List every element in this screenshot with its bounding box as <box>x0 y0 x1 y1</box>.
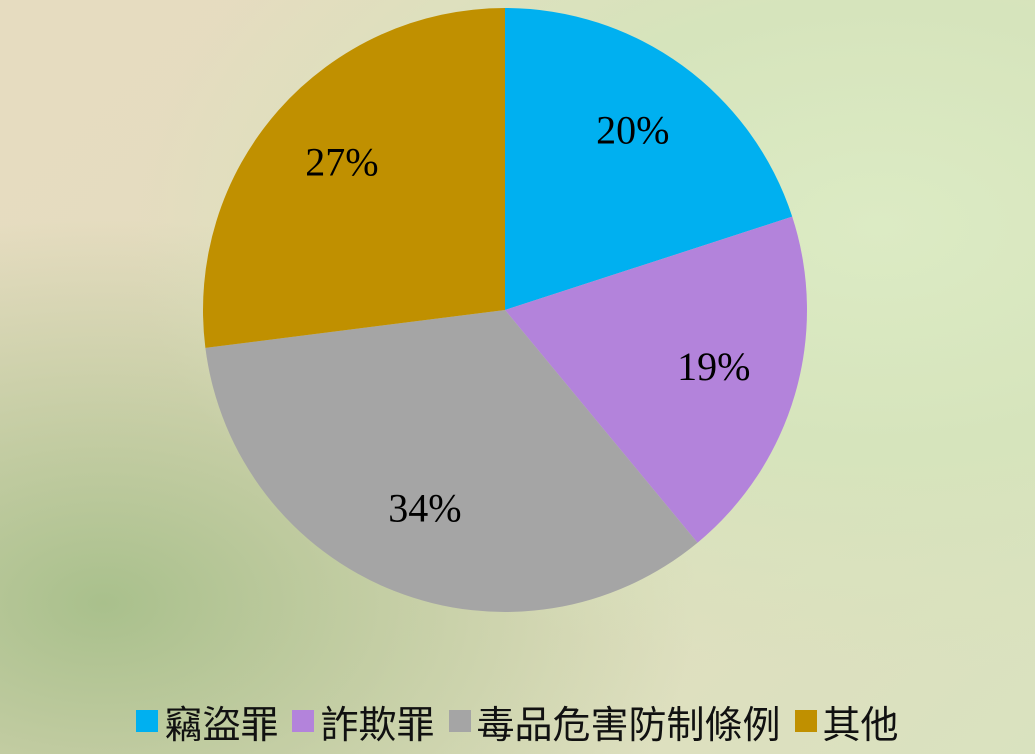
legend-item: 詐欺罪 <box>292 694 435 749</box>
data-label: 27% <box>305 139 378 184</box>
legend-swatch <box>794 710 817 732</box>
legend-swatch <box>292 710 315 732</box>
pie-slice <box>205 310 698 613</box>
data-label: 19% <box>677 344 750 389</box>
data-label: 34% <box>388 485 461 530</box>
legend-item: 毒品危害防制條例 <box>448 694 781 749</box>
pie-slice <box>203 8 505 348</box>
legend-label: 其他 <box>822 702 899 747</box>
chart: 20% 19% 34% 27% <box>203 8 807 613</box>
pie-slice <box>505 8 793 310</box>
data-label: 20% <box>596 107 669 152</box>
pie-slice <box>505 216 807 543</box>
legend: 竊盜罪 詐欺罪 毒品危害防制條例 其他 <box>0 694 1035 748</box>
legend-swatch <box>136 710 159 732</box>
legend-label: 竊盜罪 <box>164 702 279 747</box>
legend-label: 毒品危害防制條例 <box>476 702 781 747</box>
legend-swatch <box>448 710 471 732</box>
legend-item: 竊盜罪 <box>136 694 278 749</box>
legend-item: 其他 <box>794 694 899 749</box>
legend-label: 詐欺罪 <box>320 702 435 747</box>
